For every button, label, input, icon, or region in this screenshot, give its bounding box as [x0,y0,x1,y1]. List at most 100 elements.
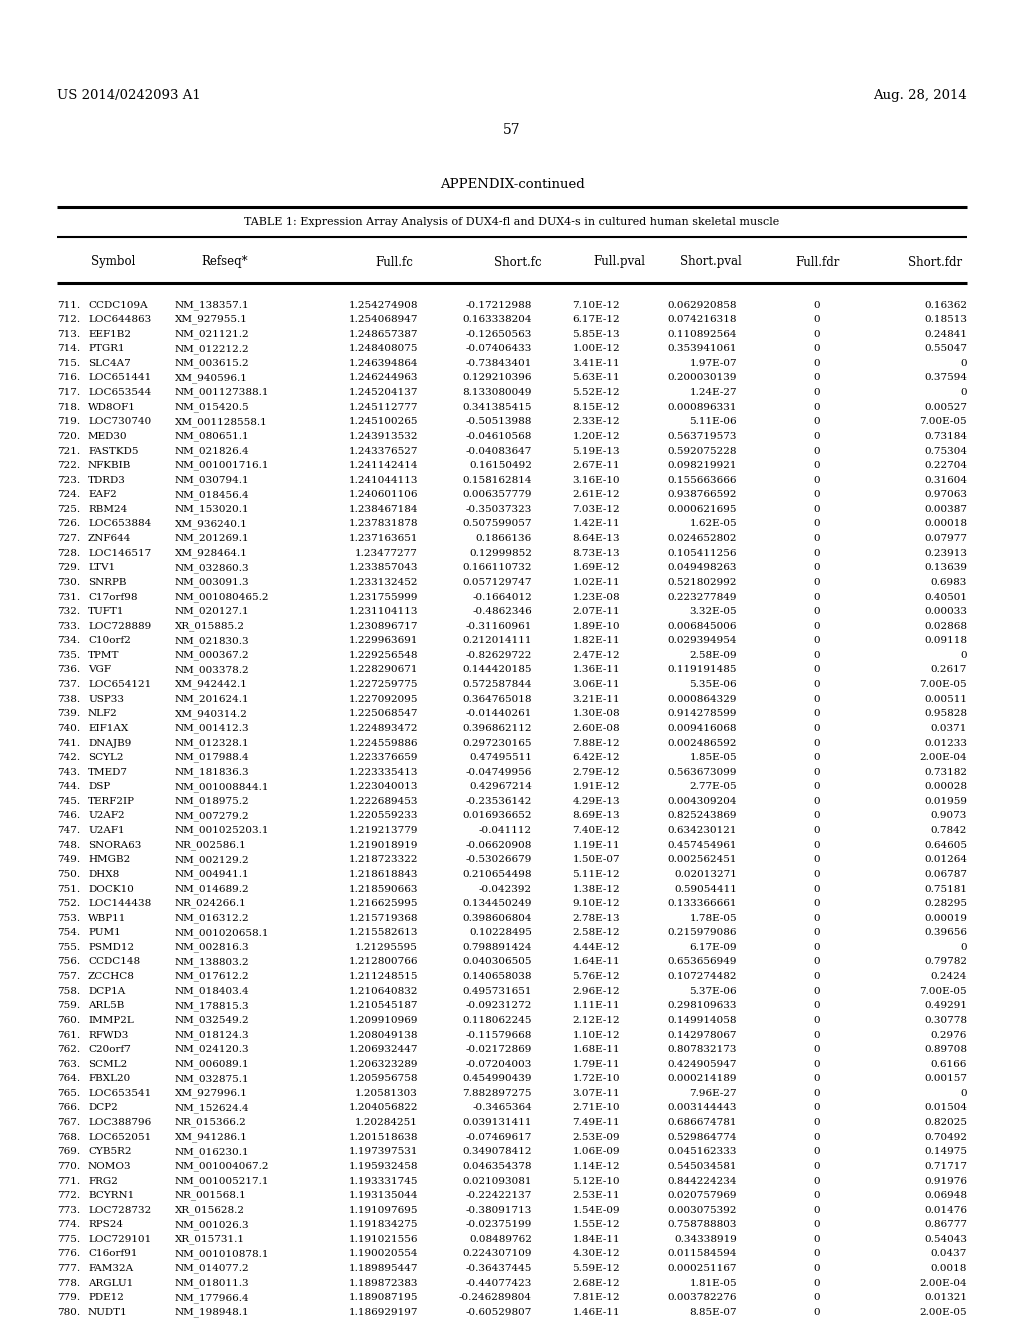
Text: 0.86777: 0.86777 [924,1220,967,1229]
Text: 1.20581303: 1.20581303 [355,1089,418,1098]
Text: NR_024266.1: NR_024266.1 [175,899,247,908]
Text: 0.00028: 0.00028 [924,783,967,791]
Text: 1.24E-27: 1.24E-27 [689,388,737,397]
Text: -0.4862346: -0.4862346 [472,607,532,616]
Text: DNAJB9: DNAJB9 [88,738,131,747]
Text: 0: 0 [813,432,820,441]
Text: 0.758788803: 0.758788803 [668,1220,737,1229]
Text: Full.fdr: Full.fdr [796,256,840,268]
Text: 0: 0 [813,1118,820,1127]
Text: NM_018011.3: NM_018011.3 [175,1278,250,1288]
Text: 1.229963691: 1.229963691 [348,636,418,645]
Text: 0.02013271: 0.02013271 [674,870,737,879]
Text: XR_015731.1: XR_015731.1 [175,1234,245,1245]
Text: 0.0371: 0.0371 [931,723,967,733]
Text: 0: 0 [813,783,820,791]
Text: 0.91976: 0.91976 [924,1176,967,1185]
Text: XM_940314.2: XM_940314.2 [175,709,248,718]
Text: LOC729101: LOC729101 [88,1236,152,1243]
Text: 0.495731651: 0.495731651 [463,986,532,995]
Text: 0.000251167: 0.000251167 [668,1265,737,1272]
Text: 768.: 768. [57,1133,80,1142]
Text: 6.42E-12: 6.42E-12 [572,754,620,762]
Text: 5.35E-06: 5.35E-06 [689,680,737,689]
Text: 1.23E-08: 1.23E-08 [572,593,620,602]
Text: 8.133080049: 8.133080049 [463,388,532,397]
Text: 1.195932458: 1.195932458 [348,1162,418,1171]
Text: 773.: 773. [57,1205,80,1214]
Text: LOC146517: LOC146517 [88,549,152,557]
Text: 0.002486592: 0.002486592 [668,738,737,747]
Text: 1.224893472: 1.224893472 [348,723,418,733]
Text: -0.38091713: -0.38091713 [466,1205,532,1214]
Text: PDE12: PDE12 [88,1294,124,1303]
Text: 0: 0 [813,388,820,397]
Text: 0: 0 [813,578,820,587]
Text: NM_201624.1: NM_201624.1 [175,694,250,704]
Text: U2AF1: U2AF1 [88,826,125,836]
Text: 772.: 772. [57,1191,80,1200]
Text: NM_001127388.1: NM_001127388.1 [175,388,269,397]
Text: NM_001026.3: NM_001026.3 [175,1220,250,1230]
Text: 7.00E-05: 7.00E-05 [920,986,967,995]
Text: 0.01264: 0.01264 [924,855,967,865]
Text: TDRD3: TDRD3 [88,475,126,484]
Text: NM_032875.1: NM_032875.1 [175,1074,250,1084]
Text: 1.245100265: 1.245100265 [348,417,418,426]
Text: 3.41E-11: 3.41E-11 [572,359,620,368]
Text: 0: 0 [813,461,820,470]
Text: NR_015366.2: NR_015366.2 [175,1118,247,1127]
Text: NM_021121.2: NM_021121.2 [175,330,250,339]
Text: 0: 0 [813,330,820,339]
Text: LOC728889: LOC728889 [88,622,152,631]
Text: 721.: 721. [57,446,80,455]
Text: 1.19E-11: 1.19E-11 [572,841,620,850]
Text: 736.: 736. [57,665,80,675]
Text: 7.882897275: 7.882897275 [463,1089,532,1098]
Text: 738.: 738. [57,694,80,704]
Text: ARGLU1: ARGLU1 [88,1279,133,1288]
Text: 0: 0 [813,855,820,865]
Text: 0.000864329: 0.000864329 [668,694,737,704]
Text: 712.: 712. [57,315,80,325]
Text: 0: 0 [813,665,820,675]
Text: NLF2: NLF2 [88,709,118,718]
Text: 1.82E-11: 1.82E-11 [572,636,620,645]
Text: 0.163338204: 0.163338204 [463,315,532,325]
Text: 755.: 755. [57,942,80,952]
Text: 0: 0 [813,812,820,821]
Text: NFKBIB: NFKBIB [88,461,131,470]
Text: 0.0437: 0.0437 [931,1250,967,1258]
Text: LOC644863: LOC644863 [88,315,152,325]
Text: 0.00387: 0.00387 [924,504,967,513]
Text: C17orf98: C17orf98 [88,593,137,602]
Text: 0.057129747: 0.057129747 [463,578,532,587]
Text: 0: 0 [813,754,820,762]
Text: 1.97E-07: 1.97E-07 [689,359,737,368]
Text: 0.563673099: 0.563673099 [668,768,737,776]
Text: 2.00E-04: 2.00E-04 [920,1279,967,1288]
Text: 0.398606804: 0.398606804 [463,913,532,923]
Text: 713.: 713. [57,330,80,339]
Text: 732.: 732. [57,607,80,616]
Text: PTGR1: PTGR1 [88,345,125,354]
Text: NM_001010878.1: NM_001010878.1 [175,1249,269,1259]
Text: 4.29E-13: 4.29E-13 [572,797,620,807]
Text: 5.11E-06: 5.11E-06 [689,417,737,426]
Text: 1.204056822: 1.204056822 [348,1104,418,1113]
Text: 0: 0 [813,520,820,528]
Text: CCDC148: CCDC148 [88,957,140,966]
Text: NM_152624.4: NM_152624.4 [175,1104,250,1113]
Text: 1.69E-12: 1.69E-12 [572,564,620,573]
Text: 0.01233: 0.01233 [924,738,967,747]
Text: 5.85E-13: 5.85E-13 [572,330,620,339]
Text: 0: 0 [961,942,967,952]
Text: -0.07406433: -0.07406433 [466,345,532,354]
Text: 0.30778: 0.30778 [924,1016,967,1024]
Text: 0.158162814: 0.158162814 [463,475,532,484]
Text: 0.039131411: 0.039131411 [463,1118,532,1127]
Text: 724.: 724. [57,490,80,499]
Text: 1.248657387: 1.248657387 [348,330,418,339]
Text: 765.: 765. [57,1089,80,1098]
Text: FAM32A: FAM32A [88,1265,133,1272]
